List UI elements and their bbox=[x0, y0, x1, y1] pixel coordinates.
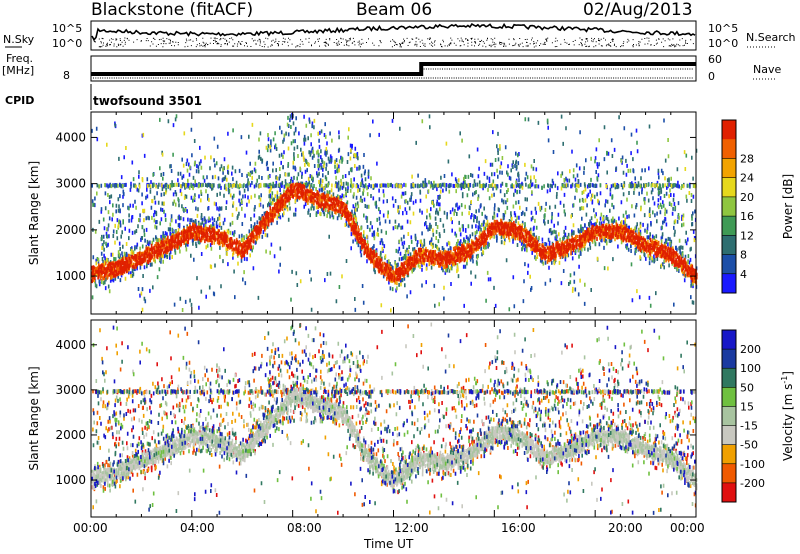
x-axis-label: Time UT bbox=[364, 537, 414, 551]
freq-label: Freq. bbox=[6, 52, 34, 65]
nsky-label: N.Sky bbox=[3, 33, 35, 46]
nave-series-dots bbox=[93, 68, 693, 79]
x-tick-5: 20:00 bbox=[608, 521, 643, 535]
velocity-colorbar-segment-7 bbox=[722, 463, 736, 484]
velocity-y-tick-label-0: 1000 bbox=[55, 473, 86, 487]
power-echo-cells-0 bbox=[94, 113, 697, 310]
velocity-colorbar-segment-5 bbox=[722, 425, 736, 445]
velocity-colorbar-tick-label-7: -200 bbox=[740, 477, 765, 490]
nave-tick-60: 60 bbox=[708, 53, 722, 66]
cpid-value: twofsound 3501 bbox=[93, 94, 202, 108]
velocity-colorbar-segment-4 bbox=[722, 406, 736, 426]
velocity-colorbar-tick-label-5: -50 bbox=[740, 439, 758, 452]
power-colorbar-tick-label-1: 8 bbox=[740, 249, 747, 262]
power-colorbar-tick-label-2: 12 bbox=[740, 229, 754, 242]
nsky-tick-top: 10^5 bbox=[52, 22, 83, 35]
power-colorbar-frame bbox=[721, 119, 737, 294]
freq-unit: [MHz] bbox=[2, 64, 35, 77]
nsearch-label: N.Search bbox=[746, 31, 796, 44]
power-echo-cells-1 bbox=[91, 113, 698, 312]
date-title: 02/Aug/2013 bbox=[583, 0, 693, 20]
velocity-colorbar-segment-1 bbox=[722, 349, 736, 369]
power-colorbar-segment-6 bbox=[722, 235, 736, 255]
velocity-colorbar-frame bbox=[721, 329, 737, 503]
x-tick-2: 08:00 bbox=[287, 521, 322, 535]
velocity-colorbar-tick-label-0: 200 bbox=[740, 343, 761, 356]
velocity-colorbar-tick-label-3: 15 bbox=[740, 400, 754, 413]
cpid-label: CPID bbox=[5, 94, 35, 107]
power-colorbar-segment-5 bbox=[722, 216, 736, 236]
velocity-colorbar-tick-label-2: 50 bbox=[740, 381, 754, 394]
freq-tick-8: 8 bbox=[63, 69, 70, 82]
power-colorbar-tick-label-5: 24 bbox=[740, 172, 754, 185]
power-colorbar-tick-label-4: 20 bbox=[740, 191, 754, 204]
power-colorbar-tick-label-6: 28 bbox=[740, 152, 754, 165]
velocity-y-tick-label-1: 2000 bbox=[55, 428, 86, 442]
velocity-y-tick-label-2: 3000 bbox=[55, 383, 86, 397]
nsearch-tick-top: 10^5 bbox=[708, 22, 739, 35]
nsearch-tick-bottom: 10^0 bbox=[708, 37, 739, 50]
power-colorbar-segment-1 bbox=[722, 139, 736, 159]
power-panel-frame bbox=[90, 111, 697, 315]
nave-tick-0: 0 bbox=[708, 70, 715, 83]
velocity-colorbar-segment-0 bbox=[722, 330, 736, 350]
velocity-colorbar-unit-exponent: -1 bbox=[780, 376, 789, 384]
power-y-tick-label-3: 4000 bbox=[55, 130, 86, 144]
velocity-y-axis-label: Slant Range [km] bbox=[27, 366, 41, 470]
velocity-colorbar-segment-3 bbox=[722, 387, 736, 407]
nave-label: Nave bbox=[753, 63, 782, 76]
power-colorbar-tick-label-0: 4 bbox=[740, 268, 747, 281]
x-tick-0: 00:00 bbox=[73, 521, 108, 535]
x-tick-3: 12:00 bbox=[394, 521, 429, 535]
nsky-tick-bottom: 10^0 bbox=[52, 37, 83, 50]
beam-title: Beam 06 bbox=[356, 0, 433, 20]
station-title: Blackstone (fitACF) bbox=[91, 0, 254, 20]
power-echo-cells-8 bbox=[91, 182, 698, 284]
x-tick-4: 16:00 bbox=[501, 521, 536, 535]
velocity-colorbar-tick-label-6: -100 bbox=[740, 458, 765, 471]
power-colorbar-segment-3 bbox=[722, 177, 736, 198]
power-y-axis-label: Slant Range [km] bbox=[27, 161, 41, 265]
power-colorbar-label: Power [dB] bbox=[781, 174, 795, 239]
velocity-colorbar-label: Velocity [m s-1] bbox=[780, 371, 795, 461]
power-colorbar-tick-label-3: 16 bbox=[740, 210, 754, 223]
x-tick-6: 00:00 bbox=[670, 521, 705, 535]
power-colorbar-segment-8 bbox=[722, 273, 736, 294]
velocity-y-tick-label-3: 4000 bbox=[55, 338, 86, 352]
nsky-series-line bbox=[91, 22, 696, 42]
nsearch-series-dots bbox=[93, 37, 694, 48]
velocity-colorbar-tick-label-1: 100 bbox=[740, 362, 761, 375]
velocity-colorbar-tick-label-4: -15 bbox=[740, 420, 758, 433]
velocity-colorbar-label-close: ] bbox=[781, 371, 795, 376]
power-y-tick-label-0: 1000 bbox=[55, 269, 86, 283]
power-colorbar-segment-0 bbox=[722, 120, 736, 140]
velocity-colorbar-segment-6 bbox=[722, 444, 736, 465]
power-colorbar-segment-4 bbox=[722, 196, 736, 217]
power-colorbar-segment-2 bbox=[722, 158, 736, 178]
nsky-panel-frame bbox=[90, 20, 697, 51]
power-y-tick-label-2: 3000 bbox=[55, 177, 86, 191]
freq-panel-frame bbox=[90, 55, 697, 82]
velocity-colorbar-segment-2 bbox=[722, 368, 736, 388]
velocity-echo-cells-3 bbox=[91, 322, 698, 509]
velocity-colorbar-segment-8 bbox=[722, 482, 736, 503]
power-y-tick-label-1: 2000 bbox=[55, 223, 86, 237]
freq-series-line bbox=[91, 62, 696, 76]
x-tick-1: 04:00 bbox=[180, 521, 215, 535]
power-colorbar-segment-7 bbox=[722, 254, 736, 275]
